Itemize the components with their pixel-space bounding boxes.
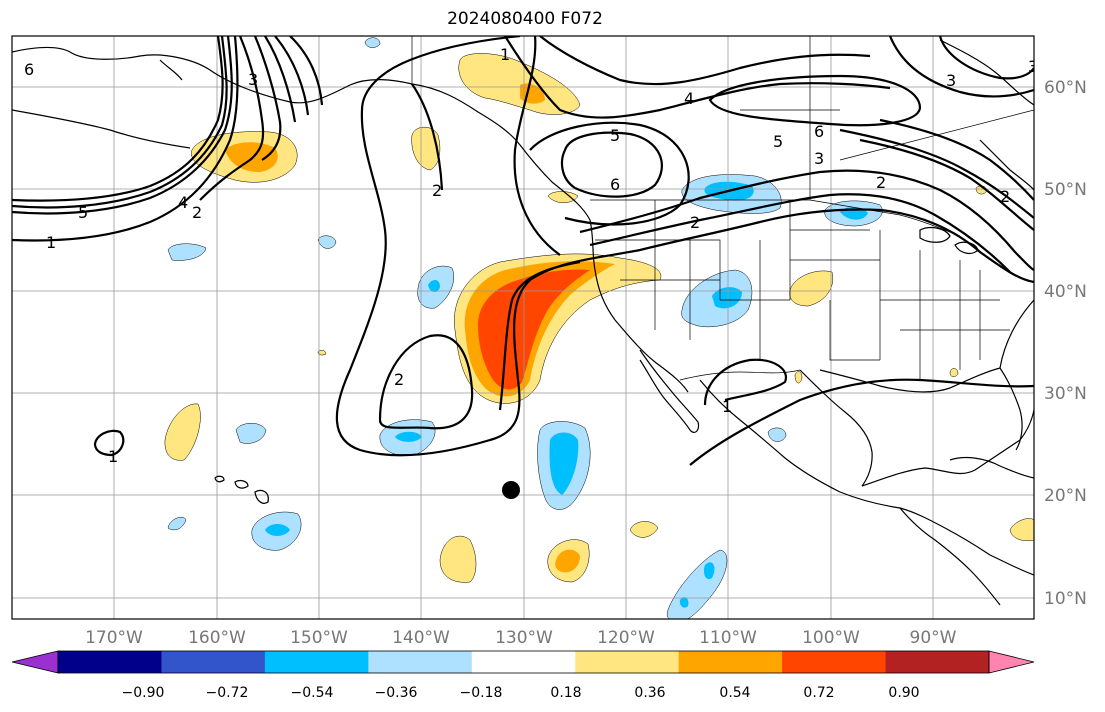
map-title: 2024080400 F072 xyxy=(447,9,603,29)
colorbar-tick-label: −0.54 xyxy=(291,685,334,701)
lon-label: 160°W xyxy=(188,628,246,648)
colorbar-tick-label: −0.18 xyxy=(460,685,503,701)
contour-label: 6 xyxy=(610,175,620,194)
colorbar-tick-label: 0.36 xyxy=(634,685,665,701)
contour-label: 4 xyxy=(178,193,188,212)
colorbar-segment xyxy=(575,651,680,673)
colorbar-tick-label: −0.90 xyxy=(122,685,165,701)
contour-label: 2 xyxy=(192,203,202,222)
colorbar-tick-label: 0.72 xyxy=(803,685,834,701)
colorbar-outline xyxy=(57,650,990,674)
colorbar-segment xyxy=(678,651,783,673)
colorbar-extend-low xyxy=(11,650,59,674)
colorbar-segment xyxy=(471,651,576,673)
colorbar-segment xyxy=(885,651,990,673)
lat-label: 30°N xyxy=(1044,384,1087,404)
colorbar-segment xyxy=(58,651,162,673)
colorbar-tick-label: 0.90 xyxy=(888,685,919,701)
lon-label: 100°W xyxy=(802,628,860,648)
contour-label: 1 xyxy=(108,447,118,466)
lat-label: 10°N xyxy=(1044,589,1087,609)
contour-label: 1 xyxy=(46,233,56,252)
political-borders xyxy=(411,36,1034,381)
colorbar-tick-label: −0.72 xyxy=(206,685,249,701)
contour-label: 5 xyxy=(78,203,88,222)
lat-label: 40°N xyxy=(1044,282,1087,302)
contour-label: 6 xyxy=(24,60,34,79)
colorbar-ticks: −0.90 −0.72 −0.54 −0.36 −0.18 0.18 0.36 … xyxy=(122,685,920,701)
lat-label: 50°N xyxy=(1044,180,1087,200)
contour-label: 3 xyxy=(946,71,956,90)
contour-label: 1 xyxy=(500,45,510,64)
contour-label: 5 xyxy=(610,126,620,145)
contour-label: 3 xyxy=(248,70,258,89)
contour-label: 2 xyxy=(432,181,442,200)
map-frame xyxy=(11,35,1035,620)
contour-label: 2 xyxy=(394,370,404,389)
contour-label: 6 xyxy=(814,122,824,141)
contour-label: 2 xyxy=(690,213,700,232)
lon-label: 140°W xyxy=(392,628,450,648)
contour-label: 3 xyxy=(1028,57,1038,76)
colorbar-extend-high xyxy=(988,650,1035,674)
lon-label: 130°W xyxy=(495,628,553,648)
lon-label: 170°W xyxy=(85,628,143,648)
longitude-labels: 170°W 160°W 150°W 140°W 130°W 120°W 110°… xyxy=(85,628,957,648)
lon-label: 150°W xyxy=(290,628,348,648)
colorbar-segment xyxy=(264,651,369,673)
contour-lines xyxy=(12,36,1034,466)
lon-label: 90°W xyxy=(910,628,957,648)
coastlines xyxy=(12,39,1034,606)
lat-label: 60°N xyxy=(1044,78,1087,98)
lon-label: 120°W xyxy=(597,628,655,648)
latitude-labels: 60°N 50°N 40°N 30°N 20°N 10°N xyxy=(1044,78,1087,609)
contour-label: 5 xyxy=(773,132,783,151)
contour-labels: 6 5 4 3 2 1 1 2 3 4 5 6 6 5 2 2 1 2 1 2 … xyxy=(24,45,1038,466)
colorbar xyxy=(11,650,1035,674)
colorbar-segment xyxy=(782,651,887,673)
lon-label: 110°W xyxy=(699,628,757,648)
colorbar-tick-label: 0.54 xyxy=(719,685,750,701)
colorbar-segment xyxy=(368,651,473,673)
colorbar-tick-label: −0.36 xyxy=(375,685,418,701)
contour-label: 3 xyxy=(814,149,824,168)
colorbar-tick-label: 0.18 xyxy=(550,685,581,701)
location-marker xyxy=(502,481,520,499)
contour-label: 4 xyxy=(684,89,694,108)
colorbar-segment xyxy=(161,651,266,673)
contour-label: 2 xyxy=(876,173,886,192)
contour-label: 1 xyxy=(722,397,732,416)
contour-label: 2 xyxy=(1000,187,1010,206)
lat-label: 20°N xyxy=(1044,486,1087,506)
